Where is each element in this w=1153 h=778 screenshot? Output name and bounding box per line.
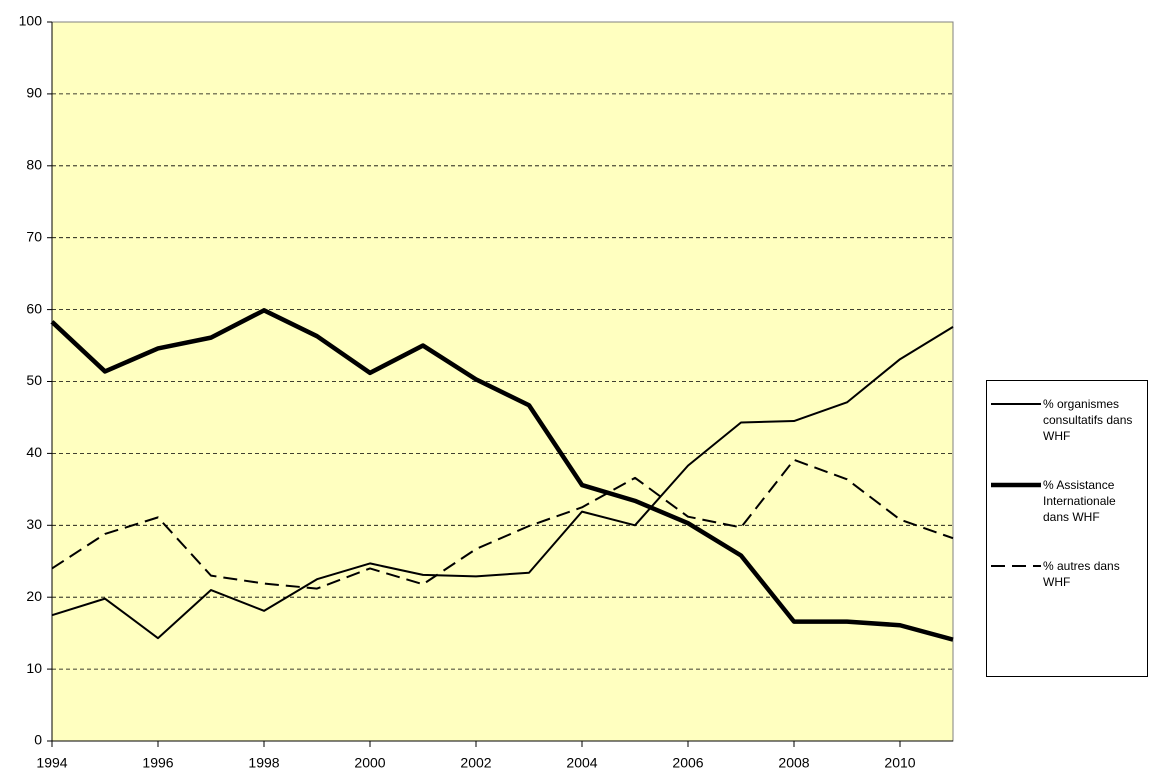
y-tick-label: 100 [19,13,43,29]
series-line [51,326,954,640]
x-tick-label: 2004 [566,755,597,771]
legend-entry: % Assistance Internationale dans WHF [991,477,1138,525]
y-tick-label: 0 [34,732,42,748]
y-tick-label: 90 [26,85,42,101]
legend-swatch [991,482,1041,488]
y-tick-label: 70 [26,228,42,244]
x-tick-label: 1994 [36,755,67,771]
x-tick-label: 2008 [778,755,809,771]
x-tick-label: 2000 [354,755,385,771]
series-line [50,308,954,642]
y-tick-label: 20 [26,588,42,604]
x-tick-label: 2002 [460,755,491,771]
y-tick-label: 30 [26,516,42,532]
legend-entry: % autres dans WHF [991,558,1138,590]
x-tick-label: 1998 [248,755,279,771]
y-tick-label: 80 [26,157,42,173]
y-tick-label: 10 [26,660,42,676]
y-tick-label: 60 [26,300,42,316]
x-tick-label: 2006 [672,755,703,771]
legend: % organismes consultatifs dans WHF % Assi… [986,380,1148,677]
y-tick-label: 40 [26,444,42,460]
legend-label: % Assistance Internationale dans WHF [1043,478,1116,524]
legend-swatch [991,565,1041,567]
legend-label: % autres dans WHF [1043,559,1120,589]
chart: 0 10 20 30 40 50 60 70 80 90 100 1994 1996 1998 2000 20… [19,13,954,771]
x-tick-label: 2010 [884,755,915,771]
legend-entry: % organismes consultatifs dans WHF [991,396,1138,444]
series-line [51,458,954,590]
legend-label: % organismes consultatifs dans WHF [1043,397,1133,443]
x-tick-label: 1996 [142,755,173,771]
legend-swatch [991,403,1041,405]
y-tick-label: 50 [26,372,42,388]
